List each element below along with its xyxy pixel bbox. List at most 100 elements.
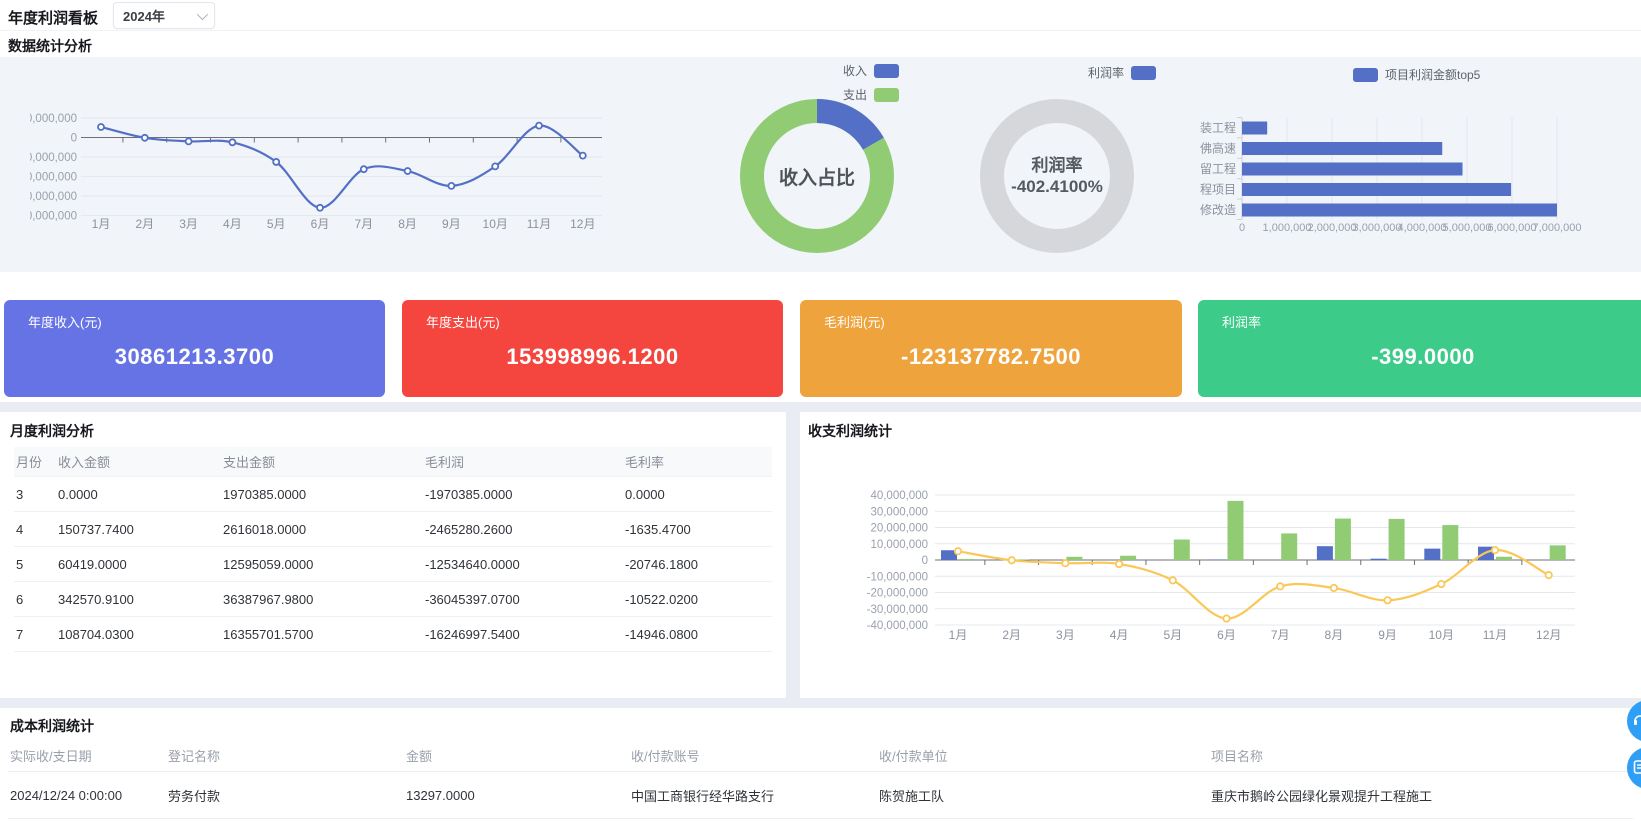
- data-point-marker: [359, 165, 368, 174]
- column-header: 收/付款单位: [877, 740, 1209, 772]
- svg-text:11月: 11月: [1483, 628, 1507, 642]
- data-point-marker: [1168, 576, 1177, 585]
- data-point-marker: [316, 203, 324, 212]
- table-cell: 108704.0300: [56, 616, 221, 652]
- legend-label: 收入: [843, 64, 868, 78]
- table-cell: 36387967.9800: [221, 581, 423, 617]
- float-button-service[interactable]: [1627, 700, 1641, 742]
- data-point-marker: [447, 181, 456, 190]
- svg-text:12月: 12月: [1536, 628, 1561, 642]
- svg-text:0: 0: [1239, 222, 1245, 234]
- svg-text:7月: 7月: [1271, 628, 1290, 642]
- legend-label: 项目利润金额top5: [1385, 68, 1481, 82]
- table-header-row: 实际收/支日期 登记名称 金额 收/付款账号 收/付款单位 项目名称: [8, 740, 1633, 772]
- table-row: 2024/12/24 0:00:00 劳务付款 13297.0000 中国工商银行经华…: [8, 771, 1633, 819]
- income-bar: [941, 550, 957, 560]
- table-row: 3 0.0000 1970385.0000 -1970385.0000 0.0000: [14, 476, 772, 512]
- svg-text:-10,000,000: -10,000,000: [867, 571, 928, 583]
- table-cell: 12595059.0000: [221, 546, 423, 582]
- table-cell: 2024/12/24 0:00:00: [8, 771, 166, 819]
- svg-text:3,000,000: 3,000,000: [1353, 222, 1402, 234]
- svg-text:3月: 3月: [1056, 628, 1075, 642]
- stats-section-title: 数据统计分析: [8, 38, 92, 54]
- legend-item-expense[interactable]: 支出: [843, 86, 900, 103]
- svg-text:-10,000,000: -10,000,000: [30, 152, 77, 164]
- svg-text:10,000,000: 10,000,000: [30, 113, 77, 125]
- table-cell: 4: [14, 511, 56, 547]
- svg-text:6月: 6月: [1217, 628, 1236, 642]
- data-point-marker: [1114, 559, 1124, 569]
- svg-text:-20,000,000: -20,000,000: [867, 588, 928, 600]
- table-cell: 150737.7400: [56, 511, 221, 547]
- table-cell: 5: [14, 546, 56, 582]
- project-profit-legend[interactable]: 项目利润金额top5: [1353, 66, 1480, 83]
- expense-bar: [1173, 539, 1190, 560]
- kpi-card-value: 30861213.3700: [114, 344, 275, 369]
- profit-rate-legend[interactable]: 利润率: [1088, 64, 1157, 81]
- profit-rate-ring-chart[interactable]: [979, 98, 1135, 254]
- income-ratio-donut-chart[interactable]: [739, 98, 895, 254]
- cost-profit-title: 成本利润统计: [10, 718, 94, 734]
- svg-text:4月: 4月: [1110, 628, 1129, 642]
- table-row: 4 150737.7400 2616018.0000 -2465280.2600 -16…: [14, 511, 772, 547]
- column-header: 登记名称: [166, 740, 404, 772]
- income-expense-legend[interactable]: 收入 支出: [843, 62, 900, 103]
- data-point-marker: [97, 123, 105, 131]
- top-bar: 年度利润看板 2024年: [0, 0, 1641, 31]
- svg-text:9月: 9月: [1378, 628, 1397, 642]
- table-cell: 16355701.5700: [221, 616, 423, 652]
- data-point-marker: [1061, 559, 1070, 568]
- data-point-marker: [491, 162, 500, 171]
- svg-text:留工程: 留工程: [1200, 161, 1236, 176]
- chevron-down-icon: [196, 8, 209, 20]
- table-cell: -1635.4700: [623, 511, 772, 547]
- table-cell: 342570.9100: [56, 581, 221, 617]
- kpi-card-label: 年度支出(元): [426, 315, 500, 330]
- svg-text:20,000,000: 20,000,000: [870, 523, 928, 535]
- table-cell: -2465280.2600: [423, 511, 623, 547]
- table-cell: 陈贺施工队: [877, 771, 1209, 819]
- table-cell: -36045397.0700: [423, 581, 623, 617]
- svg-text:5月: 5月: [267, 217, 286, 231]
- kpi-card-annual-income: 年度收入(元) 30861213.3700: [4, 300, 385, 397]
- data-point-marker: [272, 158, 281, 166]
- monthly-profit-line-chart[interactable]: 10,000,000 0 -10,000,000 -20,000,000 -30,000…: [30, 57, 612, 249]
- kpi-card-gross-profit: 毛利润(元) -123137782.7500: [800, 300, 1182, 397]
- project-profit-top5-bar-chart[interactable]: 0 1,000,0002,000,0003,000,0004,000,0005,0…: [1120, 58, 1641, 238]
- svg-text:40,000,000: 40,000,000: [870, 490, 928, 502]
- legend-swatch-blue: [1131, 65, 1157, 80]
- legend-item-project-profit[interactable]: 项目利润金额top5: [1353, 66, 1480, 83]
- kpi-card-label: 利润率: [1222, 315, 1262, 330]
- svg-text:10月: 10月: [483, 217, 508, 231]
- table-header-row: 月份 收入金额 支出金额 毛利润 毛利率: [14, 447, 772, 477]
- svg-text:5,000,000: 5,000,000: [1443, 222, 1492, 234]
- table-cell: -10522.0200: [623, 581, 772, 617]
- income-expense-profit-chart[interactable]: 40,000,000 30,000,000 20,000,000 10,000,000…: [800, 430, 1641, 670]
- table-cell: -16246997.5400: [423, 616, 623, 652]
- svg-text:4月: 4月: [223, 217, 242, 231]
- monthly-profit-table: 月份 收入金额 支出金额 毛利润 毛利率 3 0.0000 1970385.0000 -1970…: [14, 447, 772, 652]
- float-button-form[interactable]: [1627, 747, 1641, 789]
- kpi-card-value: -123137782.7500: [901, 344, 1081, 369]
- legend-item-income[interactable]: 收入: [843, 62, 900, 79]
- svg-text:1月: 1月: [949, 628, 968, 642]
- svg-text:9月: 9月: [442, 217, 461, 231]
- table-cell: 中国工商银行经华路支行: [629, 771, 877, 819]
- data-point-marker: [228, 138, 237, 147]
- income-expense-panel: 收支利润统计: [800, 412, 1641, 698]
- svg-text:8月: 8月: [1325, 628, 1344, 642]
- column-header: 支出金额: [221, 447, 423, 477]
- table-cell: 3: [14, 476, 56, 512]
- data-point-marker: [1276, 582, 1285, 591]
- data-point-marker: [1437, 579, 1446, 589]
- hbar-bar: [1242, 121, 1268, 135]
- year-select[interactable]: 2024年: [113, 2, 215, 29]
- svg-text:1,000,000: 1,000,000: [1263, 222, 1312, 234]
- expense-bar: [1496, 556, 1512, 560]
- page-title: 年度利润看板: [8, 10, 99, 27]
- table-cell: 0.0000: [56, 476, 221, 512]
- donut-slice-income: [740, 99, 894, 253]
- legend-item-profit-rate[interactable]: 利润率: [1088, 64, 1157, 81]
- data-point-marker: [1544, 571, 1553, 580]
- ring-track: [980, 99, 1134, 253]
